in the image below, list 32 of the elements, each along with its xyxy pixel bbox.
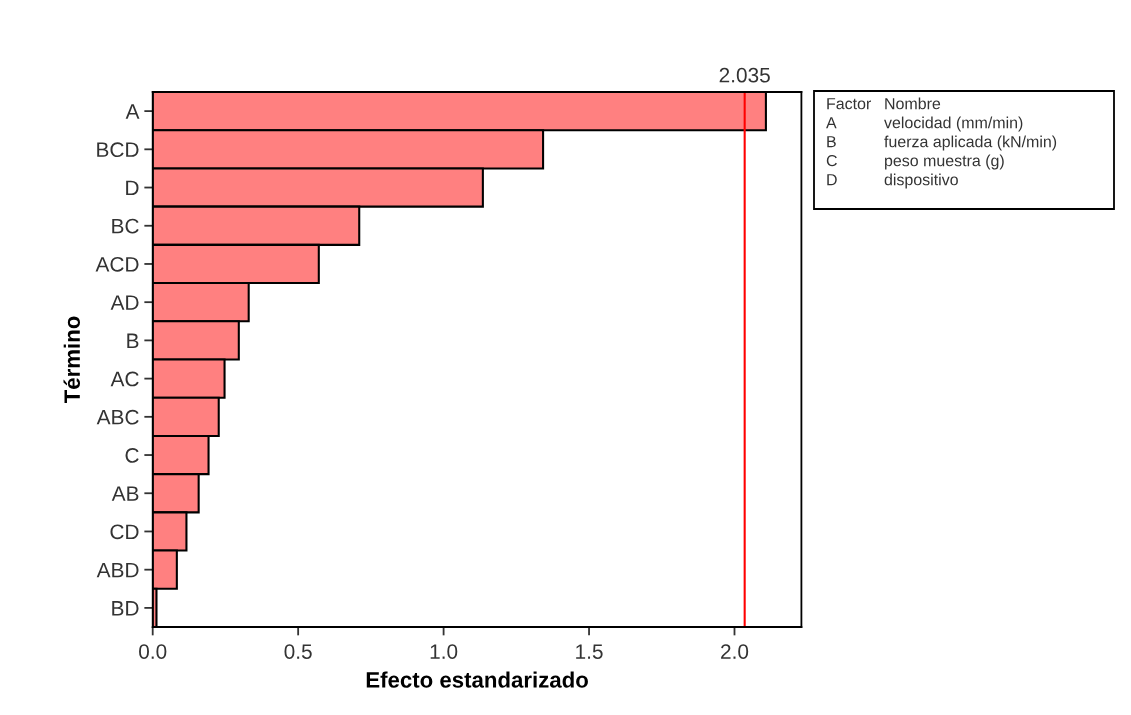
y-tick-label: BD <box>112 601 139 616</box>
x-tick-label: 0.5 <box>284 644 312 659</box>
text: C <box>826 154 837 167</box>
text: dispositivo <box>884 173 958 189</box>
text: Nombre <box>885 97 941 110</box>
x-tick-label: 0.0 <box>139 644 167 659</box>
y-tick-label: B <box>127 333 139 348</box>
y-tick-label: D <box>126 180 139 196</box>
text: A <box>826 117 837 129</box>
y-tick-label: AB <box>111 486 139 501</box>
y-tick-label: A <box>125 104 140 119</box>
y-tick-label: AC <box>110 371 139 387</box>
text: velocidad (mm/min) <box>884 116 1023 132</box>
text: B <box>827 136 836 148</box>
y-tick-label: ACD <box>95 256 139 272</box>
y-tick-label: CD <box>110 524 139 540</box>
text: Factor <box>827 98 871 110</box>
x-tick-label: 2.0 <box>721 644 749 659</box>
y-tick-label: BC <box>112 218 139 234</box>
x-axis-title: Efecto estandarizado <box>366 671 588 688</box>
x-tick-label: 1.0 <box>430 644 458 659</box>
text: peso muestra (g) <box>885 154 1004 170</box>
text: D <box>827 174 837 186</box>
y-tick-label: ABC <box>96 409 139 425</box>
y-tick-label: AD <box>110 295 139 310</box>
y-tick-label: BCD <box>97 142 139 158</box>
ref-line-label: 2.035 <box>719 67 770 83</box>
y-tick-label: C <box>125 448 139 463</box>
text: fuerza aplicada (kN/min) <box>884 135 1057 151</box>
y-tick-label: ABD <box>96 562 139 578</box>
y-axis-title: Término <box>63 316 81 404</box>
x-tick-label: 1.5 <box>576 644 603 659</box>
